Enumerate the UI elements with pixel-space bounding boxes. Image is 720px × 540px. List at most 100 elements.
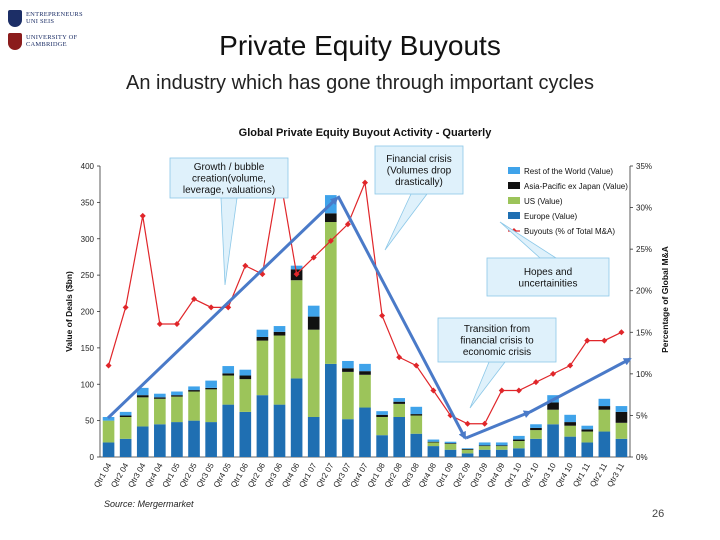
bar-segment bbox=[222, 404, 235, 457]
bar-segment bbox=[307, 305, 320, 317]
bar-segment bbox=[307, 329, 320, 417]
line-point bbox=[532, 379, 539, 386]
bar-segment bbox=[136, 426, 149, 457]
bar-segment bbox=[205, 389, 217, 423]
bar-segment bbox=[119, 416, 132, 439]
y-tick-label: 300 bbox=[81, 235, 95, 244]
bar-segment bbox=[495, 449, 508, 457]
y-tick-label: 400 bbox=[81, 162, 95, 171]
legend-swatch bbox=[508, 167, 520, 174]
bar-segment bbox=[427, 442, 440, 447]
bar-segment bbox=[530, 427, 542, 431]
bar-segment bbox=[359, 407, 371, 457]
logo-row-cambridge: UNIVERSITY OF CAMBRIDGE bbox=[8, 31, 118, 51]
bar-segment bbox=[513, 435, 525, 440]
page-number: 26 bbox=[652, 508, 665, 520]
bar-segment bbox=[154, 393, 166, 398]
bar-segment bbox=[324, 213, 337, 223]
callout-box bbox=[437, 317, 557, 363]
logo-line-1: ENTREPRENEURS bbox=[26, 11, 83, 18]
line-point bbox=[464, 420, 471, 427]
logo-line-2: UNI SEIS bbox=[26, 18, 55, 25]
bar-segment bbox=[205, 380, 217, 388]
bar-segment bbox=[444, 443, 457, 450]
bar-segment bbox=[444, 449, 457, 457]
trend-arrow bbox=[336, 195, 467, 440]
bar-segment bbox=[342, 371, 354, 420]
bar-segment bbox=[188, 390, 200, 392]
bar-segment bbox=[410, 433, 423, 457]
logo-line-4: CAMBRIDGE bbox=[26, 41, 67, 48]
bar-segment bbox=[547, 424, 559, 457]
bar-segment bbox=[239, 375, 252, 380]
bar-segment bbox=[376, 435, 388, 457]
bar-segment bbox=[581, 442, 594, 457]
bar-segment bbox=[256, 336, 269, 341]
bar-segment bbox=[615, 406, 628, 412]
y-tick-label: 150 bbox=[81, 344, 95, 353]
bar-segment bbox=[154, 398, 166, 425]
bar-segment bbox=[222, 366, 235, 374]
line-point bbox=[430, 387, 437, 394]
callout-text-line: financial crisis to bbox=[460, 336, 534, 347]
bar-segment bbox=[598, 406, 611, 410]
line-point bbox=[105, 362, 112, 369]
y2-axis-label: Percentage of Global M&A bbox=[660, 246, 670, 353]
bar-segment bbox=[564, 425, 576, 437]
bar-segment bbox=[359, 374, 371, 408]
bar-segment bbox=[119, 411, 132, 416]
shield-icon bbox=[8, 9, 22, 27]
callout-2: Financial crisis(Volumes dropdrastically… bbox=[374, 145, 464, 251]
bar-segment bbox=[478, 445, 491, 447]
bar-segment bbox=[171, 391, 183, 396]
university-logo: ENTREPRENEURS UNI SEIS UNIVERSITY OF CAM… bbox=[8, 8, 118, 52]
bar-segment bbox=[376, 411, 388, 415]
bar-segment bbox=[324, 363, 337, 457]
bar-segment bbox=[461, 448, 474, 450]
bar-segment bbox=[136, 395, 149, 398]
line-point bbox=[242, 262, 249, 269]
bar-segment bbox=[239, 379, 252, 412]
bar-segment bbox=[273, 331, 286, 336]
callout-tail bbox=[469, 361, 506, 409]
line-point bbox=[173, 320, 180, 327]
logo-row-entrepreneurs: ENTREPRENEURS UNI SEIS bbox=[8, 8, 118, 28]
line-point bbox=[379, 312, 386, 319]
bar-segment bbox=[444, 443, 457, 444]
bar-segment bbox=[256, 340, 269, 396]
bar-segment bbox=[290, 280, 303, 379]
bar-segment bbox=[188, 386, 200, 391]
bar-segment bbox=[427, 446, 440, 457]
bar-segment bbox=[154, 397, 166, 399]
bar-segment bbox=[222, 375, 235, 405]
bar-segment bbox=[307, 316, 320, 330]
bar-segment bbox=[102, 416, 115, 421]
line-point bbox=[567, 362, 574, 369]
bar-segment bbox=[564, 414, 576, 423]
bar-segment bbox=[393, 416, 406, 457]
y-tick-label: 200 bbox=[81, 308, 95, 317]
legend-swatch bbox=[508, 197, 520, 204]
bar-segment bbox=[136, 397, 149, 427]
line-point bbox=[139, 212, 146, 219]
bar-segment bbox=[478, 446, 491, 450]
line-point bbox=[601, 337, 608, 344]
callout-text-line: economic crisis bbox=[463, 347, 531, 358]
bar-segment bbox=[427, 441, 440, 443]
legend-swatch bbox=[508, 182, 520, 189]
y2-tick-label: 35% bbox=[636, 162, 652, 171]
y2-tick-label: 25% bbox=[636, 245, 652, 254]
bar-segment bbox=[290, 265, 303, 270]
bar-segment bbox=[598, 431, 611, 457]
bar-segment bbox=[615, 411, 628, 423]
bar-segment bbox=[324, 222, 337, 364]
bar-segment bbox=[273, 335, 286, 405]
legend-label: Rest of the World (Value) bbox=[524, 167, 613, 176]
bar-segment bbox=[461, 453, 474, 457]
bar-segment bbox=[530, 438, 542, 457]
line-point bbox=[344, 221, 351, 228]
line-point bbox=[327, 237, 334, 244]
y-tick-label: 0 bbox=[90, 453, 95, 462]
bar-segment bbox=[581, 429, 594, 432]
line-point bbox=[122, 304, 129, 311]
